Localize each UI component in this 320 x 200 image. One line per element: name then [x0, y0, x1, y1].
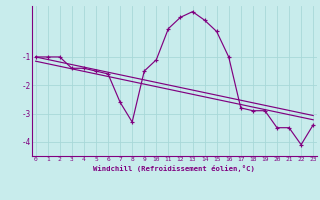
X-axis label: Windchill (Refroidissement éolien,°C): Windchill (Refroidissement éolien,°C): [93, 165, 255, 172]
